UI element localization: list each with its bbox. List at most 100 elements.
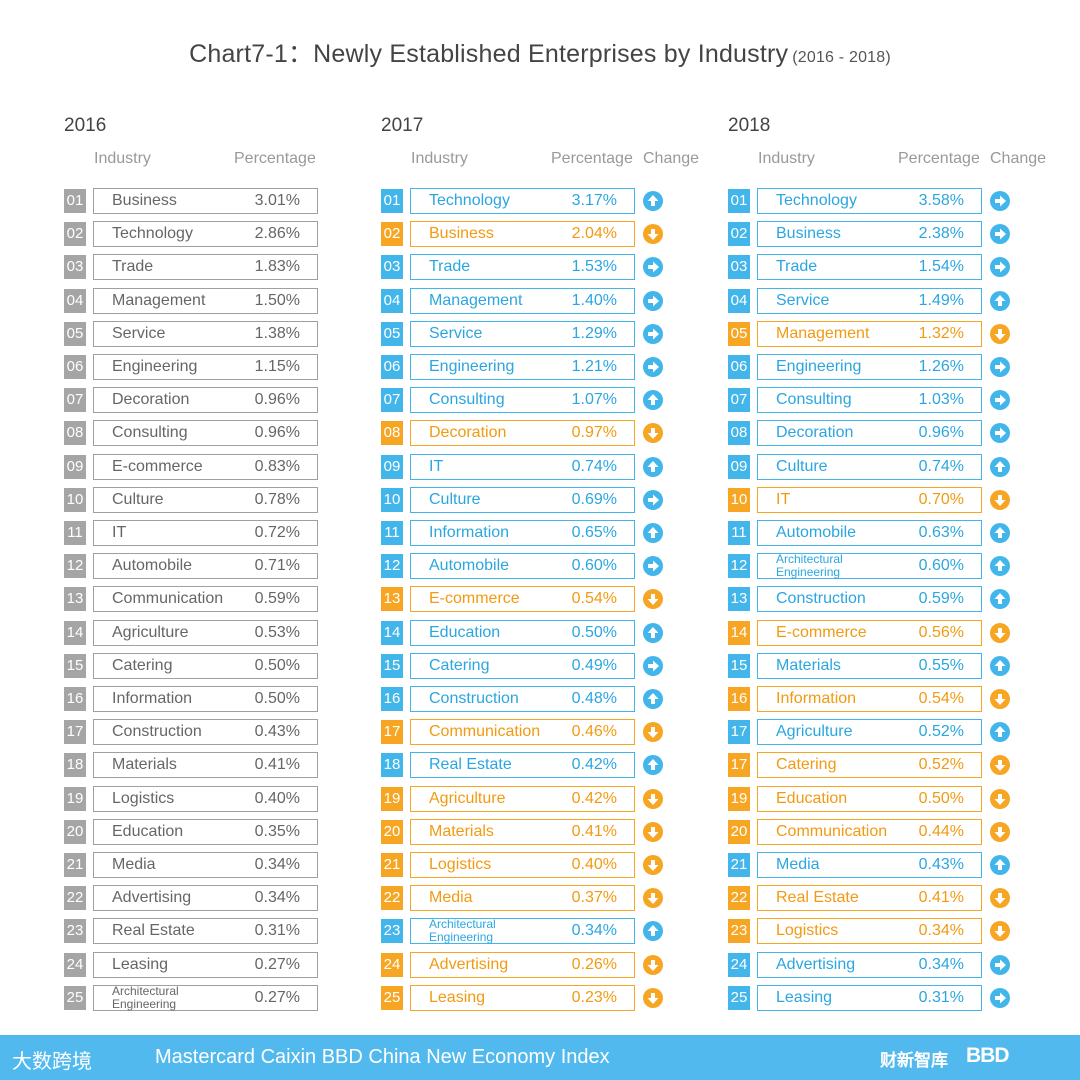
- arrow-right-icon: [990, 954, 1010, 975]
- percentage-value: 2.04%: [571, 225, 617, 243]
- industry-label: Catering: [112, 656, 173, 674]
- rank-badge: 16: [381, 687, 403, 711]
- table-row: 19 Logistics 0.40%: [64, 785, 354, 812]
- rank-badge: 13: [728, 587, 750, 612]
- industry-label: Leasing: [776, 988, 833, 1006]
- industry-cell: Architectural Engineering 0.34%: [410, 918, 635, 945]
- industry-label: Communication: [112, 590, 224, 608]
- rank-badge: 15: [381, 653, 403, 678]
- table-row: 05 Service 1.38%: [64, 320, 354, 347]
- rank-badge: 09: [381, 454, 403, 479]
- rank-badge: 03: [728, 255, 750, 280]
- percentage-value: 0.50%: [254, 656, 300, 674]
- industry-cell: IT 0.72%: [93, 520, 318, 546]
- table-row: 12 Automobile 0.71%: [64, 553, 354, 580]
- percentage-value: 0.71%: [254, 557, 300, 575]
- table-row: 17 Agriculture 0.52%: [728, 719, 1018, 746]
- industry-label: Communication: [776, 822, 888, 840]
- table-row: 02 Business 2.04%: [381, 221, 671, 248]
- percentage-value: 0.70%: [918, 490, 964, 508]
- percentage-value: 0.42%: [571, 789, 617, 807]
- industry-cell: E-commerce 0.54%: [410, 586, 635, 613]
- industry-cell: Business 2.04%: [410, 221, 635, 248]
- percentage-value: 2.86%: [254, 225, 300, 243]
- rank-badge: 04: [728, 288, 750, 313]
- industry-cell: Business 3.01%: [93, 188, 318, 214]
- table-row: 11 IT 0.72%: [64, 520, 354, 546]
- industry-cell: Logistics 0.40%: [410, 852, 635, 878]
- industry-cell: IT 0.70%: [757, 486, 982, 513]
- table-row: 22 Real Estate 0.41%: [728, 885, 1018, 912]
- industry-label: Business: [429, 225, 494, 243]
- percentage-value: 1.54%: [918, 258, 964, 276]
- rank-badge: 20: [381, 819, 403, 844]
- table-row: 17 Communication 0.46%: [381, 719, 671, 746]
- arrow-up-icon: [643, 456, 663, 477]
- table-row: 15 Catering 0.50%: [64, 652, 354, 679]
- industry-label: Advertising: [429, 955, 509, 973]
- table-row: 01 Business 3.01%: [64, 188, 354, 214]
- table-row: 11 Information 0.65%: [381, 520, 671, 546]
- table-row: 11 Automobile 0.63%: [728, 520, 1018, 546]
- rank-badge: 08: [64, 421, 86, 446]
- industry-cell: Management 1.40%: [410, 287, 635, 314]
- industry-cell: Technology 3.58%: [757, 188, 982, 214]
- arrow-down-icon: [990, 755, 1010, 776]
- table-row: 10 IT 0.70%: [728, 486, 1018, 513]
- percentage-value: 0.54%: [571, 590, 617, 608]
- industry-cell: Catering 0.50%: [93, 652, 318, 679]
- percentage-value: 0.55%: [918, 656, 964, 674]
- rank-badge: 14: [64, 620, 86, 645]
- industry-label: Information: [776, 690, 857, 707]
- percentage-value: 0.48%: [571, 690, 617, 707]
- arrow-down-icon: [990, 323, 1010, 344]
- industry-cell: Advertising 0.26%: [410, 951, 635, 978]
- table-row: 17 Catering 0.52%: [728, 752, 1018, 779]
- percentage-value: 0.72%: [254, 524, 300, 541]
- industry-label: Technology: [112, 225, 193, 243]
- industry-cell: Culture 0.69%: [410, 486, 635, 513]
- table-row: 16 Information 0.50%: [64, 686, 354, 712]
- industry-label: Advertising: [776, 955, 856, 973]
- industry-cell: Decoration 0.97%: [410, 420, 635, 447]
- percentage-value: 0.59%: [254, 590, 300, 608]
- table-row: 05 Service 1.29%: [381, 320, 671, 347]
- industry-label: Service: [776, 291, 830, 309]
- industry-cell: Agriculture 0.42%: [410, 785, 635, 812]
- percentage-value: 0.34%: [918, 955, 964, 973]
- industry-cell: Communication 0.46%: [410, 719, 635, 746]
- arrow-down-icon: [643, 855, 663, 875]
- industry-label: Materials: [112, 756, 177, 774]
- arrow-up-icon: [643, 755, 663, 776]
- rank-badge: 12: [64, 554, 86, 579]
- industry-cell: Technology 3.17%: [410, 188, 635, 214]
- table-row: 08 Decoration 0.96%: [728, 420, 1018, 447]
- percentage-value: 0.74%: [918, 457, 964, 475]
- arrow-up-icon: [990, 655, 1010, 676]
- percentage-value: 0.34%: [254, 889, 300, 907]
- industry-cell: IT 0.74%: [410, 453, 635, 480]
- industry-label: Agriculture: [776, 723, 853, 741]
- industry-label: Information: [429, 524, 510, 541]
- percentage-value: 3.01%: [254, 192, 300, 209]
- percentage-value: 0.31%: [918, 988, 964, 1006]
- industry-cell: Media 0.43%: [757, 852, 982, 878]
- table-row: 14 E-commerce 0.56%: [728, 619, 1018, 646]
- table-row: 01 Technology 3.17%: [381, 188, 671, 214]
- industry-cell: Materials 0.41%: [93, 752, 318, 779]
- industry-label: Leasing: [429, 988, 486, 1006]
- table-row: 09 E-commerce 0.83%: [64, 453, 354, 480]
- column-header-industry: Industry: [94, 150, 151, 167]
- industry-cell: Construction 0.59%: [757, 586, 982, 613]
- arrow-up-icon: [643, 523, 663, 543]
- arrow-right-icon: [990, 423, 1010, 444]
- arrow-up-icon: [990, 722, 1010, 743]
- column-header-change: Change: [990, 150, 1047, 167]
- arrow-up-icon: [990, 855, 1010, 875]
- industry-cell: Logistics 0.40%: [93, 785, 318, 812]
- arrow-down-icon: [643, 888, 663, 909]
- industry-label: Materials: [429, 822, 494, 840]
- industry-cell: Materials 0.55%: [757, 652, 982, 679]
- industry-cell: Agriculture 0.52%: [757, 719, 982, 746]
- rank-badge: 11: [64, 521, 86, 545]
